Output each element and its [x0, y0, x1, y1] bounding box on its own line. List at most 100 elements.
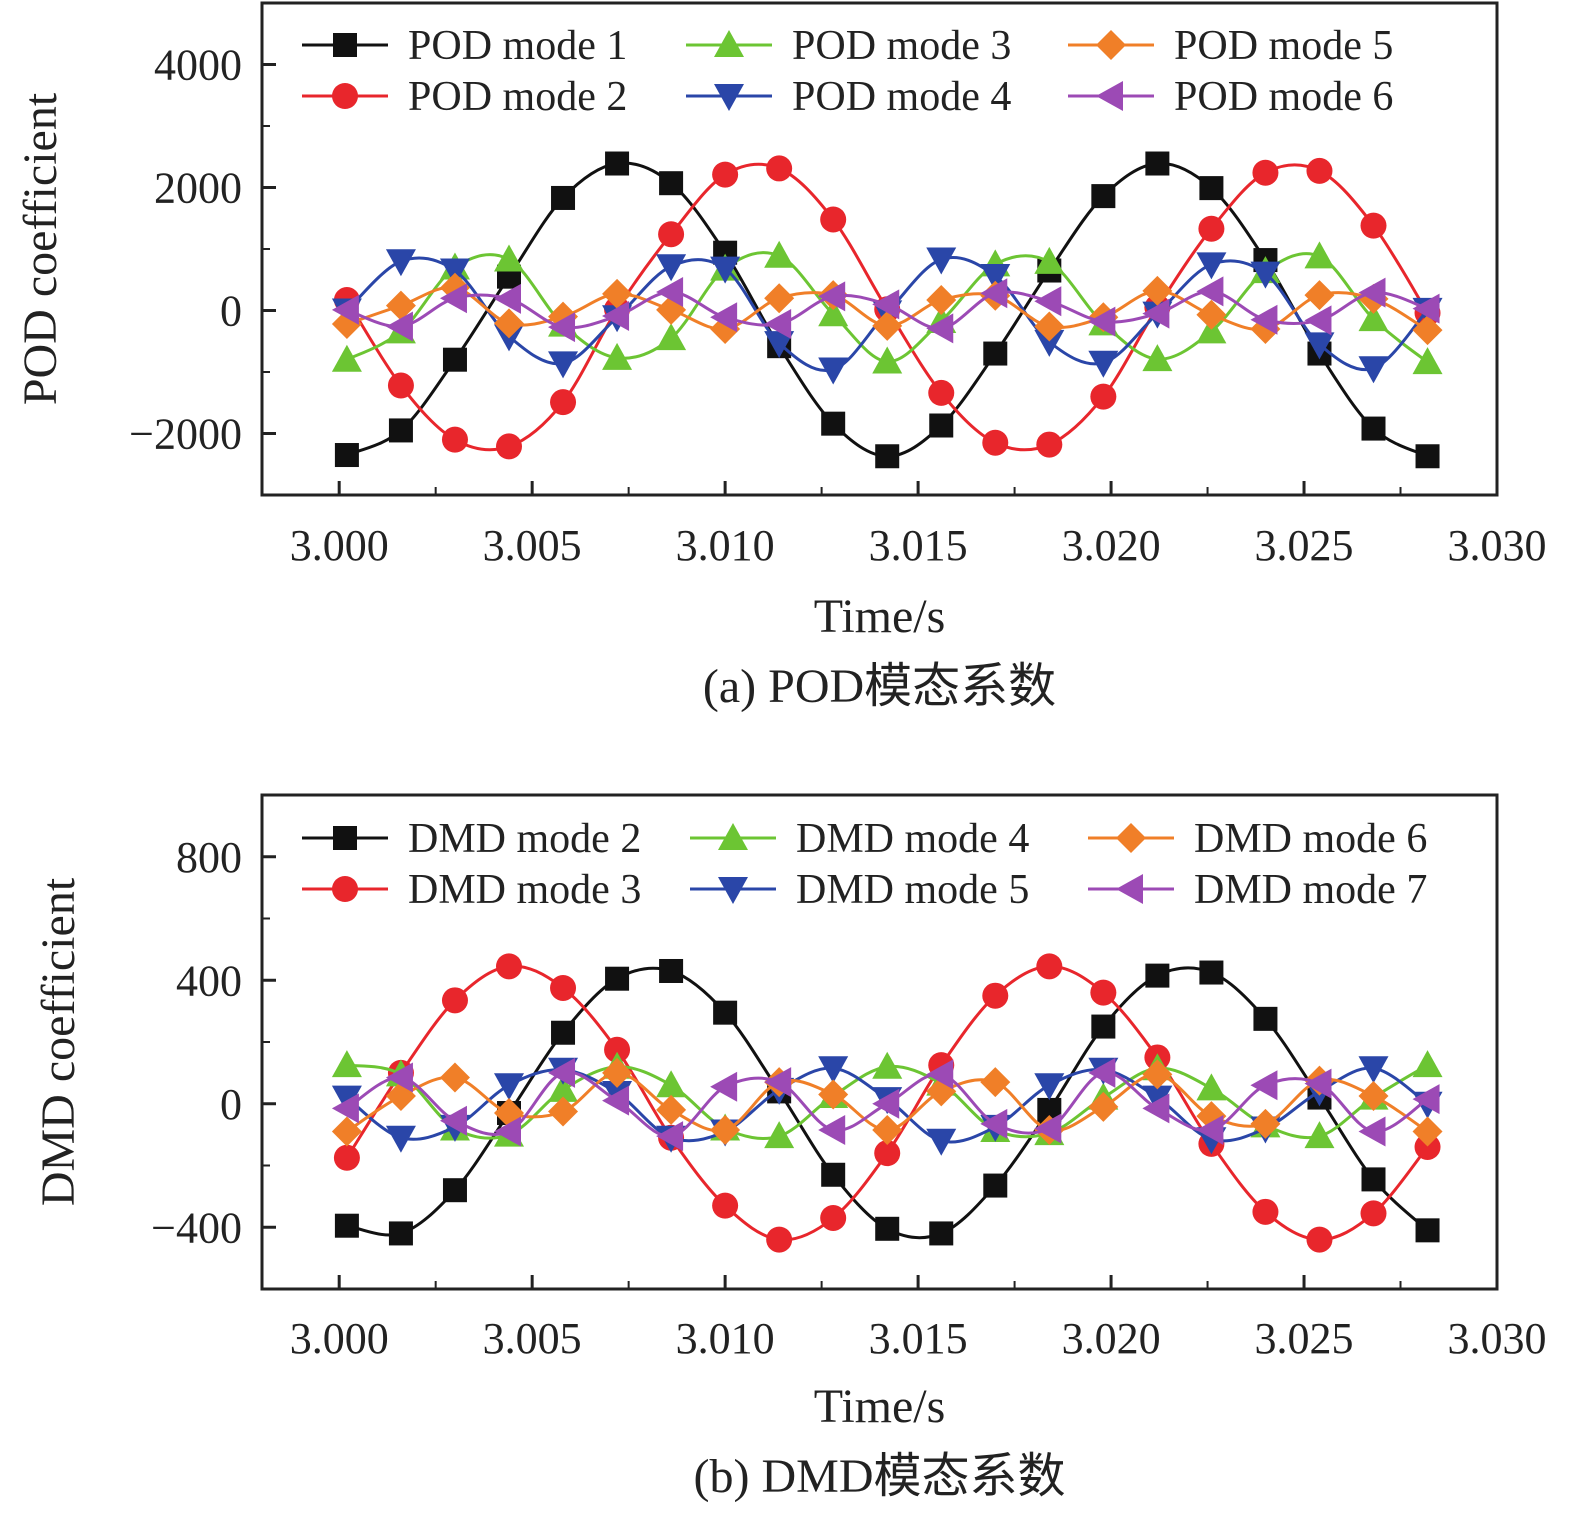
data-point: [1412, 315, 1443, 346]
data-point: [1034, 286, 1062, 317]
series-dmd-mode-2: [334, 958, 1440, 1246]
data-point: [1196, 1073, 1227, 1101]
data-point: [1358, 277, 1386, 308]
data-point: [926, 1059, 954, 1090]
legend-item: DMD mode 6: [1088, 816, 1427, 862]
data-point: [334, 443, 359, 468]
x-tick-label: 3.030: [1448, 521, 1547, 570]
data-point: [331, 1085, 362, 1113]
data-point: [1304, 1121, 1335, 1149]
data-point: [1199, 960, 1224, 985]
data-point: [1088, 350, 1119, 378]
y-tick-label: 0: [220, 1080, 242, 1129]
data-point: [1412, 293, 1440, 324]
legend-marker: [1096, 30, 1126, 60]
data-point: [1142, 1093, 1170, 1124]
data-point: [331, 1093, 359, 1124]
legend-label: DMD mode 2: [408, 816, 641, 862]
legend-label: DMD mode 3: [408, 867, 641, 913]
data-point: [875, 444, 900, 469]
data-point: [928, 379, 955, 406]
data-point: [1412, 1116, 1443, 1147]
data-point: [442, 1178, 467, 1203]
data-point: [1304, 332, 1335, 360]
data-point: [820, 1204, 847, 1231]
x-tick-label: 3.010: [676, 1314, 775, 1363]
data-point: [494, 244, 524, 272]
data-point: [658, 221, 685, 248]
data-point: [980, 1067, 1011, 1098]
data-point: [818, 281, 846, 312]
y-tick-label: 400: [176, 956, 242, 1005]
data-point: [656, 323, 687, 351]
data-point: [333, 1144, 360, 1171]
data-point: [494, 1073, 524, 1101]
data-point: [982, 429, 1009, 456]
data-point: [764, 283, 795, 314]
data-point: [602, 278, 633, 309]
data-point: [1199, 176, 1224, 201]
data-point: [441, 987, 468, 1014]
data-point: [496, 953, 522, 980]
data-point: [551, 1020, 576, 1045]
data-point: [385, 290, 416, 321]
data-point: [1090, 979, 1117, 1006]
data-point: [980, 278, 1008, 309]
legend-item: DMD mode 5: [690, 867, 1029, 913]
data-point: [494, 283, 521, 314]
data-point: [1034, 311, 1065, 342]
data-point: [385, 249, 416, 277]
data-point: [1358, 1081, 1389, 1112]
data-point: [656, 1094, 687, 1125]
legend-marker: [332, 876, 358, 902]
data-point: [656, 1121, 684, 1152]
data-point: [818, 1056, 849, 1084]
panel-a: 3.000 3.005 3.010 3.015 3.020 3.025 3.030 4000 2…: [14, 1, 1547, 713]
data-point: [872, 346, 903, 374]
data-point: [1034, 329, 1065, 357]
data-point: [764, 331, 795, 359]
data-point: [387, 372, 414, 399]
legend-marker: [714, 30, 744, 57]
y-tick-label: 2000: [154, 164, 242, 213]
legend-marker: [333, 826, 357, 850]
data-point: [439, 258, 470, 286]
data-point: [656, 277, 684, 308]
legend: DMD mode 2 DMD mode 3 DMD mode 4 DMD mode 5…: [302, 816, 1427, 913]
x-tick-label: 3.030: [1448, 1314, 1547, 1363]
data-point: [926, 285, 957, 316]
panel-caption: (b) DMD模态系数: [694, 1450, 1066, 1503]
data-point: [1196, 1114, 1224, 1145]
legend-item: DMD mode 2: [302, 816, 641, 862]
data-point: [1196, 276, 1224, 307]
legend-marker: [1116, 874, 1143, 904]
legend-label: POD mode 2: [408, 74, 627, 120]
data-point: [1360, 212, 1387, 239]
x-tick-label: 3.000: [290, 1314, 389, 1363]
data-point: [550, 389, 577, 416]
legend-marker: [714, 84, 744, 111]
data-point: [1412, 1084, 1440, 1115]
data-point: [1088, 1091, 1119, 1122]
x-tick-label: 3.025: [1255, 521, 1354, 570]
data-point: [1306, 1226, 1333, 1253]
data-point: [710, 1071, 738, 1102]
data-point: [548, 1057, 576, 1088]
data-point: [656, 254, 687, 282]
data-point: [1036, 431, 1063, 458]
data-point: [1304, 305, 1332, 336]
x-tick-label: 3.005: [483, 521, 582, 570]
data-point: [551, 185, 576, 210]
data-point: [439, 283, 467, 314]
x-tick-label: 3.005: [483, 1314, 582, 1363]
panel-b: 3.000 3.005 3.010 3.015 3.020 3.025 3.030 800 40…: [32, 793, 1547, 1503]
data-point: [1360, 1200, 1387, 1227]
data-point: [656, 1070, 687, 1098]
x-axis-title: Time/s: [814, 590, 946, 643]
legend-marker: [1096, 81, 1123, 111]
y-tick-label: 4000: [154, 41, 242, 90]
legend-marker: [718, 823, 748, 850]
x-tick-label: 3.020: [1062, 521, 1161, 570]
data-point: [710, 256, 741, 284]
data-point: [494, 1116, 521, 1147]
